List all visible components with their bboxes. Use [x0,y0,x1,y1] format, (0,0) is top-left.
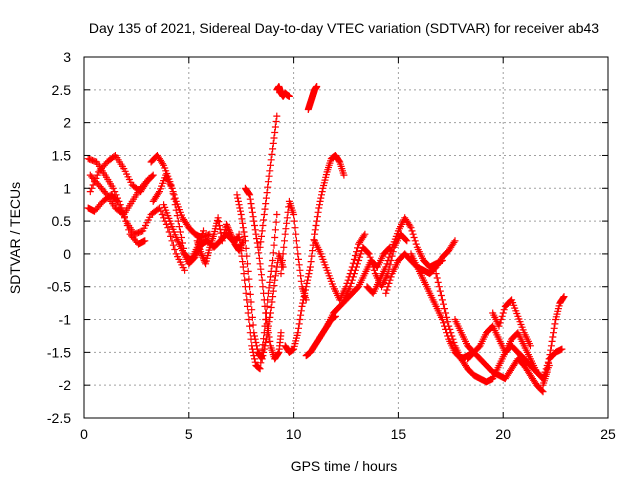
series-arc27 [489,296,534,350]
x-tick-label: 0 [80,426,88,442]
series-arc12 [256,112,281,251]
series-arc28 [514,345,566,383]
data-marks [84,83,568,396]
series-arc16 [304,83,321,113]
series-arc14 [277,197,310,304]
data-point-markers [311,230,369,304]
x-axis-label: GPS time / hours [291,458,398,474]
data-point-markers [233,191,287,363]
x-tick-label: 5 [185,426,193,442]
series-arc15 [281,152,348,356]
x-tick-label: 20 [495,426,511,442]
series-arc10 [235,211,281,373]
y-tick-label: 1.5 [52,147,72,163]
series-arc13 [273,83,293,100]
data-point-markers [539,293,568,389]
y-tick-label: -1.5 [47,344,71,360]
series-arc4 [86,171,153,218]
series-arc9 [233,191,287,363]
data-point-markers [273,83,293,100]
series-arc29 [539,293,568,389]
data-point-markers [514,345,566,383]
y-tick-label: 1 [63,180,71,196]
data-point-markers [235,211,281,373]
series-arc18 [311,230,369,304]
x-tick-label: 25 [600,426,616,442]
data-point-markers [193,214,247,268]
y-tick-label: -2 [59,377,72,393]
y-tick-label: 2.5 [52,82,72,98]
data-point-markers [86,152,157,196]
y-tick-label: 0.5 [52,213,72,229]
data-point-markers [281,152,348,356]
x-tick-label: 10 [286,426,302,442]
x-tick-label: 15 [391,426,407,442]
y-tick-label: 0 [63,246,71,262]
data-point-markers [277,197,310,304]
data-point-markers [304,83,321,113]
y-tick-label: -1 [59,312,72,328]
data-point-markers [256,112,281,251]
x-axis-ticks: 0 5 10 15 20 25 [80,57,616,442]
series-arc3 [86,152,157,196]
series-arc8 [193,214,247,268]
data-point-markers [86,171,153,218]
chart-title: Day 135 of 2021, Sidereal Day-to-day VTE… [89,20,599,36]
y-tick-label: 2 [63,115,71,131]
y-tick-label: -0.5 [47,279,71,295]
data-point-markers [489,296,534,350]
y-axis-label: SDTVAR / TECUs [7,182,23,294]
y-tick-label: 3 [63,49,71,65]
plot-frame [83,56,609,419]
y-axis-ticks: -2.5 -2 -1.5 -1 -0.5 0 0.5 1 1.5 2 2.5 3 [47,49,608,426]
y-tick-label: -2.5 [47,410,71,426]
